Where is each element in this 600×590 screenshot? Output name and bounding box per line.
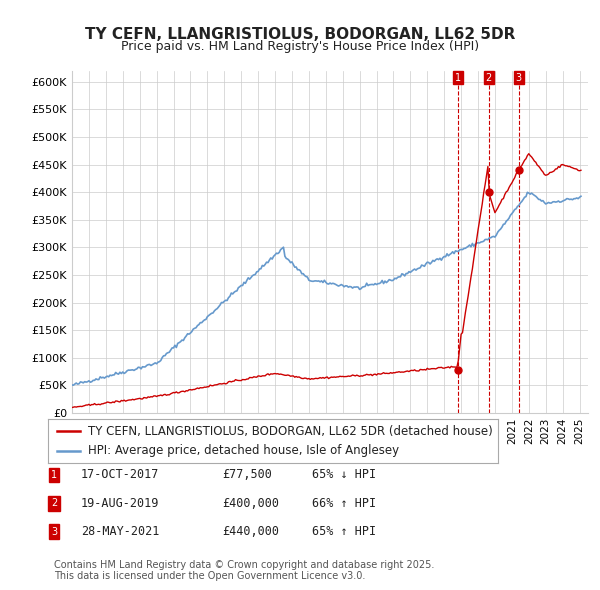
Text: £77,500: £77,500	[222, 468, 272, 481]
Text: 1: 1	[51, 470, 57, 480]
Text: 2: 2	[485, 73, 492, 83]
Text: Price paid vs. HM Land Registry's House Price Index (HPI): Price paid vs. HM Land Registry's House …	[121, 40, 479, 53]
Text: 3: 3	[51, 527, 57, 536]
Text: TY CEFN, LLANGRISTIOLUS, BODORGAN, LL62 5DR: TY CEFN, LLANGRISTIOLUS, BODORGAN, LL62 …	[85, 27, 515, 41]
Text: 1: 1	[454, 73, 461, 83]
Text: 28-MAY-2021: 28-MAY-2021	[81, 525, 160, 538]
Text: HPI: Average price, detached house, Isle of Anglesey: HPI: Average price, detached house, Isle…	[89, 444, 400, 457]
Text: TY CEFN, LLANGRISTIOLUS, BODORGAN, LL62 5DR (detached house): TY CEFN, LLANGRISTIOLUS, BODORGAN, LL62 …	[89, 425, 493, 438]
Text: £440,000: £440,000	[222, 525, 279, 538]
Text: 65% ↑ HPI: 65% ↑ HPI	[312, 525, 376, 538]
Text: 17-OCT-2017: 17-OCT-2017	[81, 468, 160, 481]
Text: £400,000: £400,000	[222, 497, 279, 510]
Text: 19-AUG-2019: 19-AUG-2019	[81, 497, 160, 510]
Text: Contains HM Land Registry data © Crown copyright and database right 2025.
This d: Contains HM Land Registry data © Crown c…	[54, 559, 434, 581]
Text: 66% ↑ HPI: 66% ↑ HPI	[312, 497, 376, 510]
Text: 65% ↓ HPI: 65% ↓ HPI	[312, 468, 376, 481]
Text: 2: 2	[51, 499, 57, 508]
Text: 3: 3	[515, 73, 521, 83]
